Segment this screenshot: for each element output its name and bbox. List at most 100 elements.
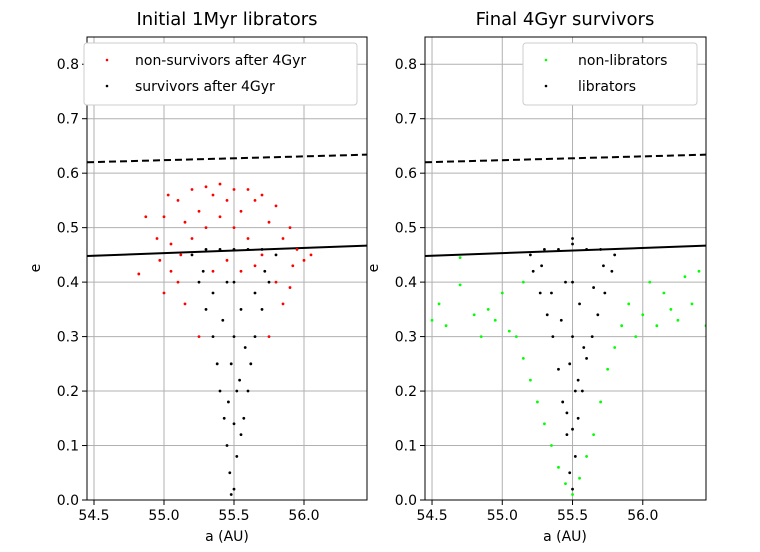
- y-tick-label: 0.4: [57, 275, 79, 291]
- scatter-point: [528, 378, 532, 382]
- dashed-boundary-line: [425, 153, 706, 164]
- legend-marker-librators: [544, 84, 548, 88]
- scatter-point: [197, 335, 201, 338]
- scatter-point: [239, 209, 243, 213]
- scatter-point: [599, 248, 603, 251]
- scatter-point: [253, 264, 257, 268]
- scatter-point: [291, 264, 295, 268]
- scatter-point: [648, 280, 652, 284]
- y-tick-label: 0.6: [395, 166, 417, 182]
- scatter-point: [514, 335, 518, 338]
- scatter-point: [309, 253, 313, 257]
- scatter-point: [444, 324, 448, 328]
- x-tick-label: 55.5: [557, 508, 588, 524]
- y-tick-label: 0.0: [57, 493, 79, 509]
- scatter-point: [507, 329, 511, 333]
- y-tick-label: 0.1: [395, 439, 417, 455]
- scatter-point: [221, 318, 225, 322]
- y-tick-label: 0.7: [395, 112, 417, 128]
- scatter-point: [565, 411, 569, 415]
- scatter-point: [274, 204, 278, 208]
- scatter-point: [571, 242, 574, 246]
- scatter-point: [227, 400, 230, 404]
- scatter-point: [592, 286, 595, 289]
- panel-right-ticks: 54.5 55.0 55.5 56.0 0.0 0.1 0.2 0.3 0.4 0.5 0.6 0.7…: [395, 57, 659, 524]
- scatter-point: [596, 313, 600, 317]
- scatter-point: [627, 302, 631, 306]
- scatter-point: [669, 307, 673, 311]
- scatter-point: [592, 433, 595, 437]
- scatter-point: [620, 324, 624, 328]
- scatter-point: [190, 188, 194, 191]
- scatter-point: [538, 291, 542, 295]
- panel-right-xlabel: a (AU): [543, 529, 587, 545]
- scatter-point: [260, 193, 264, 197]
- scatter-point: [582, 346, 586, 349]
- y-tick-label: 0.8: [57, 57, 79, 73]
- dashed-boundary-line: [87, 153, 367, 164]
- scatter-point: [267, 335, 271, 338]
- panel-left: Initial 1Myr librators 54.5 55.0 55.5 56.0 0…: [28, 9, 368, 545]
- scatter-point: [641, 313, 645, 317]
- scatter-point: [246, 188, 250, 191]
- scatter-point: [176, 280, 180, 284]
- scatter-point: [655, 324, 659, 328]
- legend-marker-survivors: [105, 84, 109, 88]
- panel-left-title: Initial 1Myr librators: [137, 9, 318, 30]
- scatter-point: [295, 248, 299, 251]
- scatter-point: [166, 193, 170, 197]
- scatter-point: [585, 248, 588, 251]
- scatter-point: [274, 253, 278, 257]
- scatter-point: [253, 291, 257, 295]
- scatter-point: [281, 237, 285, 240]
- scatter-point: [197, 280, 201, 284]
- scatter-point: [564, 482, 567, 486]
- scatter-point: [676, 318, 680, 322]
- y-tick-label: 0.3: [57, 330, 79, 346]
- scatter-point: [479, 335, 483, 338]
- scatter-point: [697, 269, 701, 273]
- scatter-point: [190, 237, 194, 240]
- scatter-point: [568, 362, 572, 366]
- scatter-point: [557, 248, 560, 251]
- scatter-point: [458, 256, 462, 260]
- panel-left-xlabel: a (AU): [205, 529, 249, 545]
- scatter-point: [528, 253, 532, 257]
- scatter-point: [235, 455, 239, 458]
- scatter-point: [472, 313, 476, 317]
- legend-box: [522, 42, 698, 106]
- scatter-point: [197, 209, 201, 213]
- panel-right-frame: [424, 36, 707, 501]
- panel-left-frame: [86, 36, 368, 501]
- scatter-point: [246, 248, 250, 251]
- legend-label-non-survivors: non-survivors after 4Gyr: [135, 53, 306, 69]
- scatter-point: [540, 264, 544, 268]
- scatter-point: [573, 389, 577, 393]
- scatter-point: [267, 280, 271, 284]
- y-tick-label: 0.6: [57, 166, 79, 182]
- scatter-point: [225, 280, 229, 284]
- scatter-point: [232, 188, 236, 191]
- scatter-point: [571, 493, 574, 496]
- scatter-point: [211, 193, 215, 197]
- scatter-point: [557, 367, 560, 371]
- x-tick-label: 55.0: [487, 508, 518, 524]
- panel-left-ticks: 54.5 55.0 55.5 56.0 0.0 0.1 0.2 0.3 0.4 0.5 0.6 0.7…: [57, 57, 320, 524]
- scatter-point: [243, 346, 247, 349]
- panel-left-grid: [87, 37, 367, 501]
- scatter-point: [228, 471, 232, 475]
- scatter-point: [204, 185, 208, 189]
- x-tick-label: 56.0: [627, 508, 658, 524]
- y-tick-label: 0.7: [57, 112, 79, 128]
- scatter-point: [437, 302, 441, 306]
- scatter-point: [232, 248, 236, 251]
- scatter-point: [211, 291, 215, 295]
- scatter-point: [550, 291, 553, 295]
- scatter-point: [585, 356, 588, 360]
- x-tick-label: 54.5: [78, 508, 109, 524]
- scatter-point: [559, 318, 563, 322]
- series-1: [528, 237, 617, 491]
- scatter-point: [602, 264, 605, 268]
- y-tick-label: 0.2: [57, 384, 79, 400]
- scatter-point: [281, 302, 285, 306]
